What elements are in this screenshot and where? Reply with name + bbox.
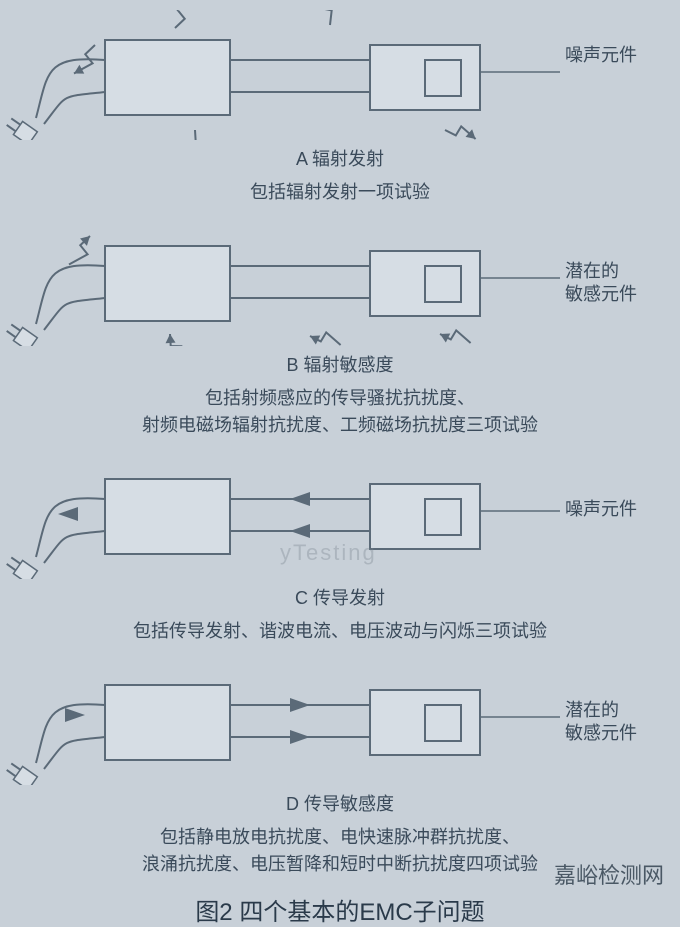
panel-C-title: C 传导发射	[0, 585, 680, 612]
panel-C-subtitle: 包括传导发射、谐波电流、电压波动与闪烁三项试验	[0, 618, 680, 645]
panel-A-subtitle: 包括辐射发射一项试验	[0, 179, 680, 206]
watermark-text: yTesting	[280, 540, 377, 566]
panel-C-side-label: 噪声元件	[565, 498, 637, 521]
panel-A-side-label: 噪声元件	[565, 44, 637, 67]
footer-brand: 嘉峪检测网	[554, 858, 664, 890]
panel-B-title: B 辐射敏感度	[0, 352, 680, 379]
panel-A: 噪声元件 A 辐射发射 包括辐射发射一项试验	[0, 0, 680, 206]
panel-B: 潜在的敏感元件 B 辐射敏感度 包括射频感应的传导骚扰抗扰度、 射频电磁场辐射抗…	[0, 206, 680, 439]
panel-D-side-label: 潜在的敏感元件	[565, 699, 637, 744]
figure-title: 图2 四个基本的EMC子问题	[0, 892, 680, 927]
panel-D-title: D 传导敏感度	[0, 791, 680, 818]
panel-A-svg	[0, 10, 680, 140]
panel-B-side-label: 潜在的敏感元件	[565, 260, 637, 305]
panel-D: 潜在的敏感元件 D 传导敏感度 包括静电放电抗扰度、电快速脉冲群抗扰度、 浪涌抗…	[0, 645, 680, 878]
panel-A-title: A 辐射发射	[0, 146, 680, 173]
panel-B-subtitle: 包括射频感应的传导骚扰抗扰度、 射频电磁场辐射抗扰度、工频磁场抗扰度三项试验	[0, 385, 680, 439]
